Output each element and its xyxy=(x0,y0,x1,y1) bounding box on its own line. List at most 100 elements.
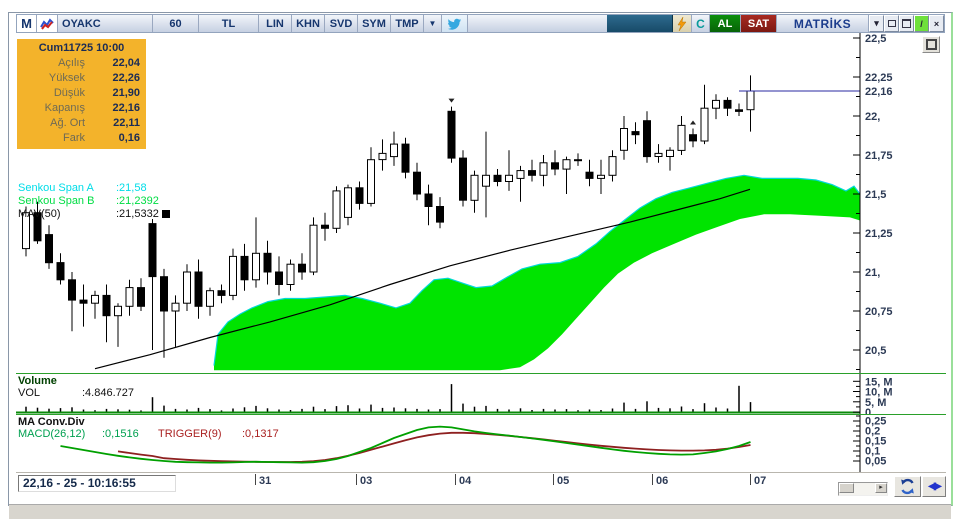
trigger-label: TRIGGER(9) xyxy=(158,428,222,440)
button-svd[interactable]: SVD xyxy=(325,15,358,32)
volume-chart[interactable]: 15, M10, M5, M0 xyxy=(16,374,946,414)
macd-panel: 0,25 0,2 0,15 0,1 0,05 MA Conv.Div MACD(26,1… xyxy=(16,415,946,473)
maximize-icon xyxy=(902,19,911,28)
date-tick xyxy=(255,474,256,485)
svg-text:21,25: 21,25 xyxy=(865,228,893,240)
window-dropdown-button[interactable]: ▾ xyxy=(869,15,884,32)
link-button[interactable]: / xyxy=(914,15,929,32)
toolbar-dark-segment xyxy=(607,15,673,32)
macd-line xyxy=(60,425,751,464)
svg-text:22,16: 22,16 xyxy=(865,86,893,98)
refresh-c-icon[interactable]: C xyxy=(692,15,710,32)
panel-restore-button[interactable] xyxy=(922,36,940,53)
twitter-bird-svg xyxy=(447,18,461,30)
date-label: 31 xyxy=(259,475,272,487)
lightning-icon[interactable] xyxy=(673,15,692,32)
macd-title: MA Conv.Div xyxy=(18,416,85,428)
svg-text:20,75: 20,75 xyxy=(865,306,893,318)
trigger-line xyxy=(117,431,751,463)
date-label: 07 xyxy=(754,475,767,487)
twitter-icon[interactable] xyxy=(442,15,468,32)
signal-marker-icon xyxy=(690,120,696,125)
toolbar: M OYAKC 60 TL LIN KHN SVD SYM TMP ▼ C xyxy=(16,14,945,33)
macd-chart[interactable]: 0,250,20,150,10,05 xyxy=(16,415,946,472)
main-chart[interactable]: 22,5 22,25 22,16 22, 21,75 21,5 21,25 21, 20,75 2… xyxy=(16,33,946,373)
svg-text:22,5: 22,5 xyxy=(865,33,886,45)
info-row-high: Yüksek 22,26 xyxy=(48,72,140,84)
toolbar-spacer xyxy=(468,15,607,32)
ohlc-info-box: Cum11725 10:00 Açılış 22,04 Yüksek 22,26 D… xyxy=(17,39,146,149)
button-tmp[interactable]: TMP xyxy=(391,15,424,32)
chart-window: M OYAKC 60 TL LIN KHN SVD SYM TMP ▼ C xyxy=(8,12,953,519)
app-logo: M xyxy=(17,15,37,32)
price-panel: 22,5 22,25 22,16 22, 21,75 21,5 21,25 21, 20,75 2… xyxy=(16,33,946,374)
scrollbar-thumb[interactable] xyxy=(839,483,854,493)
price-axis: 22,5 22,25 22,16 22, 21,75 21,5 21,25 21, 20,75 2… xyxy=(853,33,893,373)
scrollbar-right-arrow[interactable]: ▸ xyxy=(875,483,887,493)
macd-axis: 0,250,20,150,10,05 xyxy=(853,415,886,472)
mav50-line xyxy=(94,188,751,370)
svg-text:21,75: 21,75 xyxy=(865,150,893,162)
svg-text:21,: 21, xyxy=(865,267,880,279)
svg-text:20,5: 20,5 xyxy=(865,345,886,357)
maximize-button[interactable] xyxy=(899,15,914,32)
senkou-span-a-label: Senkou Span A:21,58 xyxy=(18,182,147,194)
refresh-arrows-icon xyxy=(901,478,914,495)
window-bottom-frame xyxy=(9,504,951,519)
vol-value: :4.846.727 xyxy=(82,387,134,399)
prev-next-buttons[interactable]: ◀▶ xyxy=(922,476,946,497)
date-label: 03 xyxy=(360,475,373,487)
date-tick xyxy=(455,474,456,485)
button-khn[interactable]: KHN xyxy=(292,15,325,32)
volume-axis: 15, M10, M5, M0 xyxy=(853,374,893,414)
date-label: 05 xyxy=(557,475,570,487)
signal-marker-icon xyxy=(448,98,455,103)
svg-text:0,2: 0,2 xyxy=(865,426,880,438)
minimize-icon xyxy=(887,20,896,27)
chart-flag-icon xyxy=(37,15,58,32)
chevron-down-icon[interactable]: ▼ xyxy=(424,15,442,32)
svg-text:22,25: 22,25 xyxy=(865,72,893,84)
svg-text:10, M: 10, M xyxy=(865,387,893,399)
minimize-button[interactable] xyxy=(884,15,899,32)
volume-title: Volume xyxy=(18,375,57,387)
last-quote-box: 22,16 - 25 - 10:16:55 xyxy=(18,475,176,492)
currency-field[interactable]: TL xyxy=(199,15,259,32)
info-row-low: Düşük 21,90 xyxy=(53,87,140,99)
restore-icon xyxy=(925,39,937,50)
matriks-logo: MATRİKS xyxy=(777,15,869,32)
info-row-close: Kapanış 22,16 xyxy=(44,102,140,114)
date-tick xyxy=(553,474,554,485)
info-row-wavg: Ağ. Ort 22,11 xyxy=(50,117,140,129)
symbol-field[interactable]: OYAKC xyxy=(58,15,153,32)
info-box-title: Cum11725 10:00 xyxy=(38,42,125,54)
info-row-open: Açılış 22,04 xyxy=(58,57,140,69)
svg-text:0,15: 0,15 xyxy=(865,436,886,448)
date-label: 04 xyxy=(459,475,472,487)
trigger-value: :0,1317 xyxy=(242,428,279,440)
buy-button[interactable]: AL xyxy=(710,15,741,32)
date-label: 06 xyxy=(656,475,669,487)
svg-text:22,: 22, xyxy=(865,111,880,123)
volume-bars xyxy=(25,384,752,412)
vol-label: VOL xyxy=(18,387,41,399)
chart-flag-icon-svg xyxy=(39,17,54,30)
button-lin[interactable]: LIN xyxy=(259,15,292,32)
sell-button[interactable]: SAT xyxy=(741,15,777,32)
mav50-label: MAV(50):21,5332 xyxy=(18,208,170,221)
info-row-diff: Fark 0,16 xyxy=(63,132,140,144)
svg-text:0,1: 0,1 xyxy=(865,446,880,458)
svg-text:21,5: 21,5 xyxy=(865,189,886,201)
button-sym[interactable]: SYM xyxy=(358,15,391,32)
ichimoku-cloud xyxy=(213,174,861,371)
senkou-span-b-label: Senkou Span B:21,2392 xyxy=(18,195,159,207)
drag-handle[interactable] xyxy=(161,210,170,218)
svg-text:5, M: 5, M xyxy=(865,397,886,409)
close-button[interactable]: × xyxy=(929,15,944,32)
svg-text:0,25: 0,25 xyxy=(865,416,886,428)
refresh-button[interactable] xyxy=(894,476,921,497)
period-field[interactable]: 60 xyxy=(153,15,199,32)
candlestick-series xyxy=(22,75,755,358)
mini-scrollbar[interactable]: ▸ xyxy=(838,482,888,496)
